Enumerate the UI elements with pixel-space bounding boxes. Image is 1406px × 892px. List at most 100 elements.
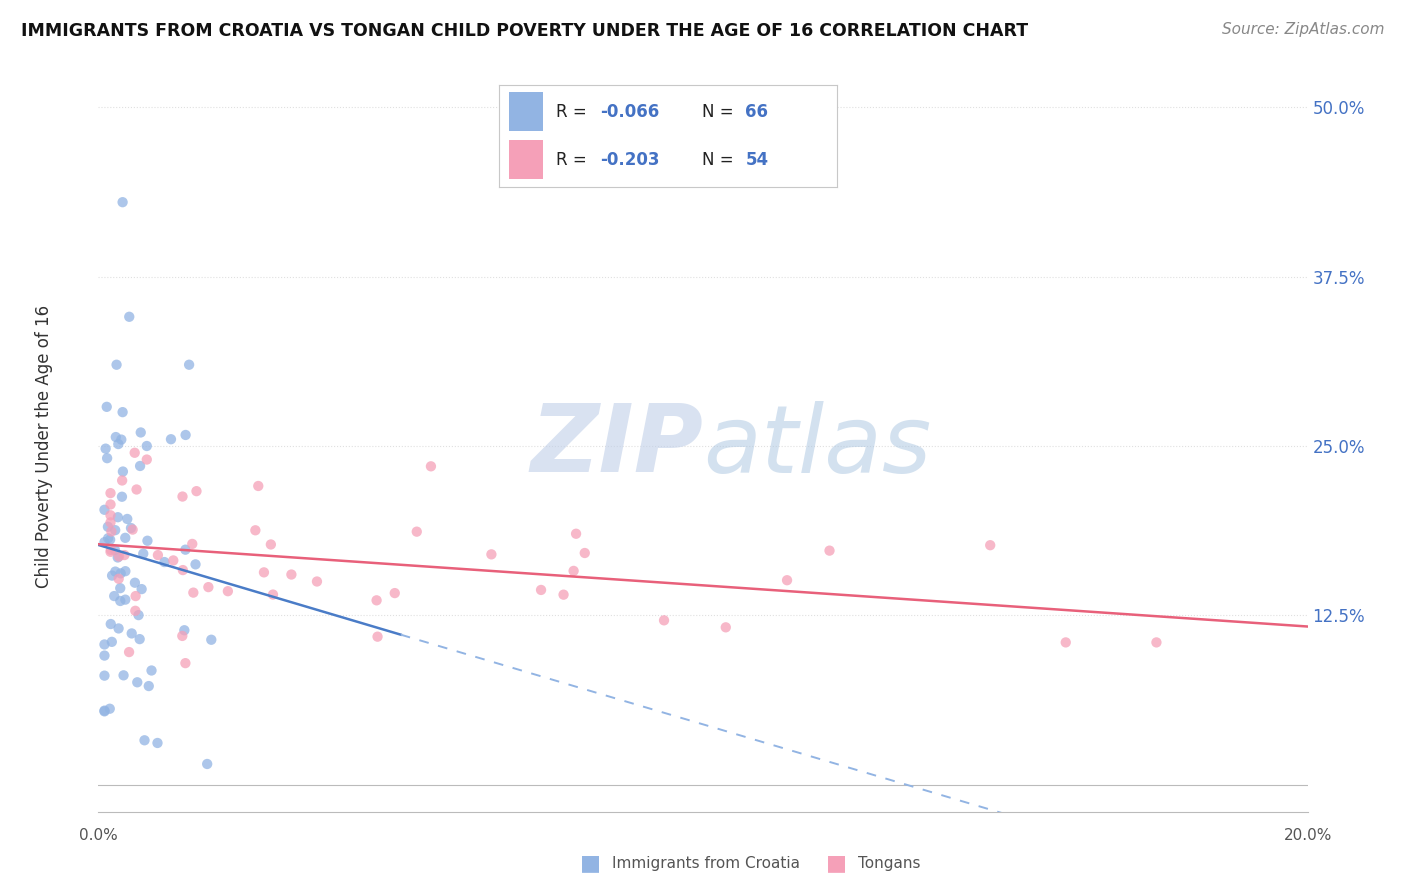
Point [110,581,132,595]
Point [100,486,122,500]
Point [93,704,115,718]
Point [195,756,218,771]
Point [262,588,284,602]
Text: 54: 54 [745,151,769,169]
Text: R =: R = [557,151,592,169]
Point [107,550,129,565]
Point [121,523,143,537]
Point [101,568,124,582]
Point [131,582,153,596]
Point [107,510,129,524]
Point [1054,635,1077,649]
Point [114,564,136,578]
Text: -0.066: -0.066 [600,103,659,121]
Point [100,545,122,559]
Point [305,574,328,589]
Text: IMMIGRANTS FROM CROATIA VS TONGAN CHILD POVERTY UNDER THE AGE OF 16 CORRELATION : IMMIGRANTS FROM CROATIA VS TONGAN CHILD … [21,22,1028,40]
Point [108,549,131,564]
Point [197,580,219,594]
Point [253,566,276,580]
Point [93,668,115,682]
Text: 66: 66 [745,103,769,121]
Point [100,617,122,632]
Point [184,558,207,572]
Point [124,575,146,590]
Point [136,533,159,548]
Point [174,542,197,557]
Text: Child Poverty Under the Age of 16: Child Poverty Under the Age of 16 [35,304,53,588]
Point [111,405,134,419]
Point [146,548,169,562]
Point [93,502,115,516]
Point [94,442,117,456]
Point [979,538,1001,552]
Point [181,537,204,551]
Point [574,546,596,560]
Point [420,459,443,474]
Point [100,516,122,530]
Point [153,555,176,569]
Point [127,675,149,690]
Point [111,465,134,479]
Point [172,490,194,504]
Point [96,451,118,466]
Point [1144,635,1167,649]
Text: Immigrants from Croatia: Immigrants from Croatia [612,856,800,871]
Point [553,588,575,602]
Point [110,566,132,581]
Point [714,620,737,634]
Point [104,523,127,537]
Point [260,537,283,551]
Point [124,589,146,603]
Point [652,613,675,627]
Point [120,521,142,535]
Point [174,656,197,670]
Point [125,483,148,497]
Point [121,626,143,640]
Point [111,195,134,210]
Point [247,479,270,493]
Point [245,523,267,537]
Text: ■: ■ [827,854,846,873]
Point [110,594,132,608]
Point [105,358,128,372]
Point [117,512,139,526]
Point [100,498,122,512]
Text: -0.203: -0.203 [600,151,659,169]
Point [384,586,406,600]
Point [107,622,129,636]
Point [96,400,118,414]
Point [132,547,155,561]
Point [129,458,152,473]
Point [200,632,222,647]
Point [112,668,135,682]
Point [366,593,388,607]
Point [114,531,136,545]
Point [138,679,160,693]
Bar [509,140,543,179]
Point [217,584,239,599]
Point [93,535,115,549]
Point [530,582,553,597]
Text: Tongans: Tongans [858,856,920,871]
Point [172,563,194,577]
Text: ■: ■ [581,854,600,873]
Point [160,432,183,446]
Point [124,446,146,460]
Point [405,524,427,539]
Point [183,585,205,599]
Point [100,508,122,523]
Point [141,664,163,678]
Point [128,632,150,647]
Point [98,533,121,547]
Point [118,645,141,659]
Text: N =: N = [702,103,738,121]
Point [776,573,799,587]
Point [93,705,115,719]
Point [111,490,134,504]
Point [172,629,194,643]
Point [134,733,156,747]
Point [110,433,132,447]
Point [100,543,122,558]
Point [367,630,389,644]
